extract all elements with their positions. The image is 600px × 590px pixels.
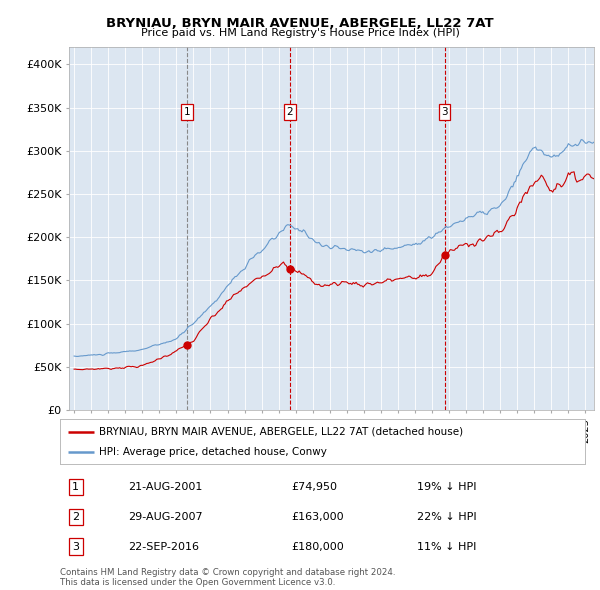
- Text: 19% ↓ HPI: 19% ↓ HPI: [417, 482, 476, 492]
- Text: HPI: Average price, detached house, Conwy: HPI: Average price, detached house, Conw…: [100, 447, 327, 457]
- Text: Price paid vs. HM Land Registry's House Price Index (HPI): Price paid vs. HM Land Registry's House …: [140, 28, 460, 38]
- Text: 2: 2: [72, 512, 79, 522]
- Text: Contains HM Land Registry data © Crown copyright and database right 2024.
This d: Contains HM Land Registry data © Crown c…: [60, 568, 395, 587]
- Text: 2: 2: [287, 107, 293, 117]
- Text: £163,000: £163,000: [291, 512, 344, 522]
- Text: £74,950: £74,950: [291, 482, 337, 492]
- Text: 22% ↓ HPI: 22% ↓ HPI: [417, 512, 476, 522]
- Text: 1: 1: [184, 107, 191, 117]
- Text: BRYNIAU, BRYN MAIR AVENUE, ABERGELE, LL22 7AT (detached house): BRYNIAU, BRYN MAIR AVENUE, ABERGELE, LL2…: [100, 427, 464, 437]
- Text: 3: 3: [441, 107, 448, 117]
- Text: 11% ↓ HPI: 11% ↓ HPI: [417, 542, 476, 552]
- Text: £180,000: £180,000: [291, 542, 344, 552]
- Text: 29-AUG-2007: 29-AUG-2007: [128, 512, 203, 522]
- Text: 1: 1: [72, 482, 79, 492]
- Text: BRYNIAU, BRYN MAIR AVENUE, ABERGELE, LL22 7AT: BRYNIAU, BRYN MAIR AVENUE, ABERGELE, LL2…: [106, 17, 494, 30]
- Text: 3: 3: [72, 542, 79, 552]
- Text: 22-SEP-2016: 22-SEP-2016: [128, 542, 199, 552]
- Text: 21-AUG-2001: 21-AUG-2001: [128, 482, 203, 492]
